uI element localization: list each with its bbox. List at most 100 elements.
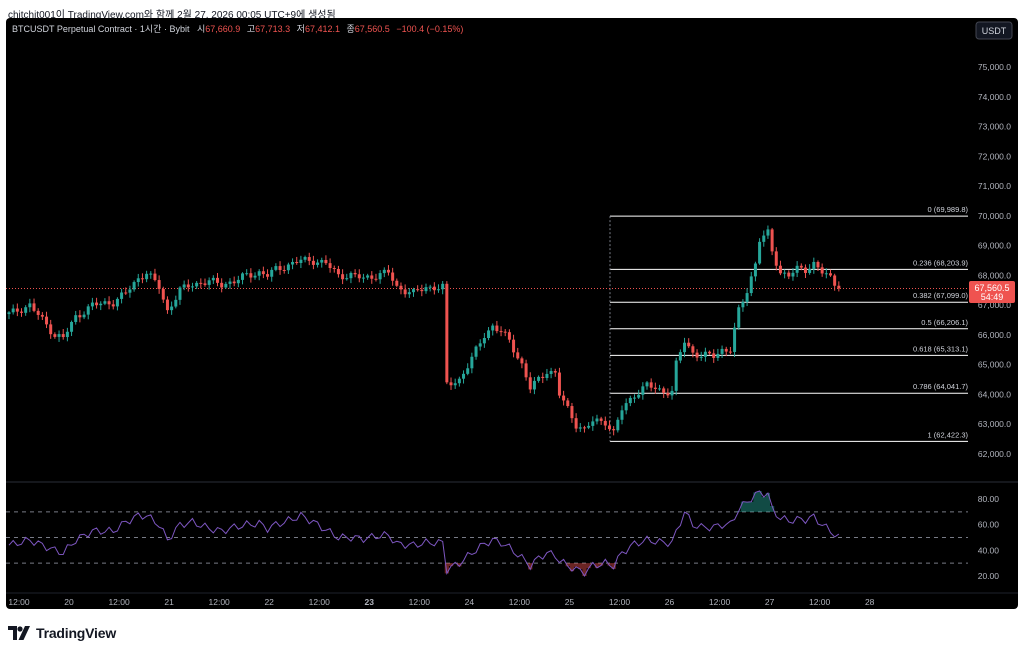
- candle-body: [541, 376, 545, 378]
- candle-body: [316, 262, 320, 265]
- candle: [582, 425, 586, 433]
- candle-body: [607, 425, 611, 430]
- tradingview-logo[interactable]: TradingView: [8, 624, 116, 642]
- candle-body: [207, 280, 211, 285]
- chart-frame[interactable]: 0 (69,989.8) 0.236 (68,203.9) 0.382 (67,09…: [6, 18, 1018, 609]
- time-tick-label: 25: [565, 597, 575, 607]
- symbol-title[interactable]: BTCUSDT Perpetual Contract · 1시간 · Bybit: [12, 24, 190, 34]
- candle-body: [307, 257, 311, 261]
- symbol-legend[interactable]: BTCUSDT Perpetual Contract · 1시간 · Bybit…: [12, 24, 463, 34]
- candle: [182, 280, 186, 291]
- candle-body: [645, 382, 649, 387]
- candle: [778, 260, 782, 276]
- candle: [453, 378, 457, 389]
- time-tick-label: 12:00: [309, 597, 331, 607]
- candle: [620, 405, 624, 425]
- candle-body: [791, 272, 795, 277]
- candle: [249, 268, 253, 283]
- candle: [165, 296, 169, 314]
- candle: [532, 376, 536, 395]
- candle-body: [111, 304, 115, 307]
- fibonacci-retracement[interactable]: 0 (69,989.8) 0.236 (68,203.9) 0.382 (67,09…: [609, 205, 969, 442]
- fib-level-label: 0.618 (65,313.1): [913, 344, 969, 353]
- candle: [399, 282, 403, 295]
- candle-body: [628, 397, 632, 404]
- high-label: 고: [247, 24, 255, 34]
- candle-body: [274, 266, 278, 270]
- candle: [40, 312, 44, 321]
- price-axis[interactable]: 75,000.0 74,000.0 73,000.0 72,000.0 71,000.0…: [978, 62, 1011, 459]
- candle: [178, 286, 182, 305]
- candle: [824, 268, 828, 279]
- candle-body: [153, 273, 157, 281]
- candle-body: [278, 266, 282, 270]
- candle: [186, 279, 190, 292]
- candle: [833, 273, 837, 291]
- change-value: −100.4 (−0.15%): [396, 24, 463, 34]
- candle-body: [370, 275, 374, 279]
- candle-body: [474, 346, 478, 357]
- candle: [157, 275, 161, 294]
- candle: [658, 384, 662, 391]
- candle: [512, 334, 516, 358]
- candle: [95, 297, 99, 309]
- price-tick-label: 63,000.0: [978, 419, 1011, 429]
- candle-body: [170, 306, 174, 311]
- candle: [124, 287, 128, 295]
- candle: [466, 363, 470, 376]
- candle: [637, 389, 641, 399]
- candle: [724, 346, 728, 357]
- time-axis[interactable]: 12:00 20 12:00 21 12:00 22 12:00 23 12:00 24 12:00…: [8, 597, 874, 607]
- candle-body: [286, 264, 290, 271]
- candle-body: [699, 356, 703, 358]
- candle-body: [420, 289, 424, 292]
- time-tick-label: 27: [765, 597, 775, 607]
- candle-body: [712, 353, 716, 358]
- candle: [649, 378, 653, 392]
- candle: [324, 255, 328, 265]
- candle-body: [220, 282, 224, 288]
- candle-body: [232, 281, 236, 284]
- candle-body: [7, 312, 11, 315]
- candle-body: [803, 267, 807, 273]
- candle: [578, 423, 582, 432]
- price-chart[interactable]: 0 (69,989.8) 0.236 (68,203.9) 0.382 (67,09…: [6, 18, 1018, 609]
- rsi-tick-label: 20.00: [978, 571, 1000, 581]
- candle-body: [341, 274, 345, 280]
- candle: [503, 329, 507, 337]
- candle-body: [95, 302, 99, 306]
- candle-body: [616, 419, 620, 431]
- candle: [211, 275, 215, 284]
- fib-level-label: 0.5 (66,206.1): [921, 318, 968, 327]
- candle-body: [199, 282, 203, 284]
- tradingview-logo-text: TradingView: [36, 625, 117, 641]
- candle-body: [82, 314, 86, 318]
- price-tick-label: 68,000.0: [978, 270, 1011, 280]
- candle: [332, 265, 336, 273]
- candle-body: [386, 269, 390, 273]
- currency-button[interactable]: USDT: [975, 21, 1013, 40]
- candle-body: [416, 289, 420, 291]
- candle-body: [658, 388, 662, 390]
- candle: [733, 322, 737, 358]
- candle-body: [90, 302, 94, 307]
- candle: [737, 304, 741, 330]
- candle: [516, 347, 520, 360]
- candle-body: [824, 273, 828, 275]
- candle: [357, 269, 361, 283]
- candle-body: [670, 390, 674, 396]
- candle: [678, 349, 682, 364]
- candle-body: [524, 363, 528, 378]
- currency-button-label[interactable]: USDT: [982, 26, 1007, 36]
- candle: [374, 273, 378, 282]
- candle: [799, 263, 803, 271]
- candle: [115, 297, 119, 311]
- candle-body: [532, 380, 536, 390]
- rsi-oversold-fill: [444, 563, 616, 576]
- candle: [316, 259, 320, 268]
- candle-body: [178, 287, 182, 300]
- rsi-tick-label: 80.00: [978, 494, 1000, 504]
- low-value: 67,412.1: [305, 24, 340, 34]
- candle: [462, 370, 466, 384]
- rsi-axis[interactable]: 80.00 60.00 40.00 20.00: [978, 494, 1000, 581]
